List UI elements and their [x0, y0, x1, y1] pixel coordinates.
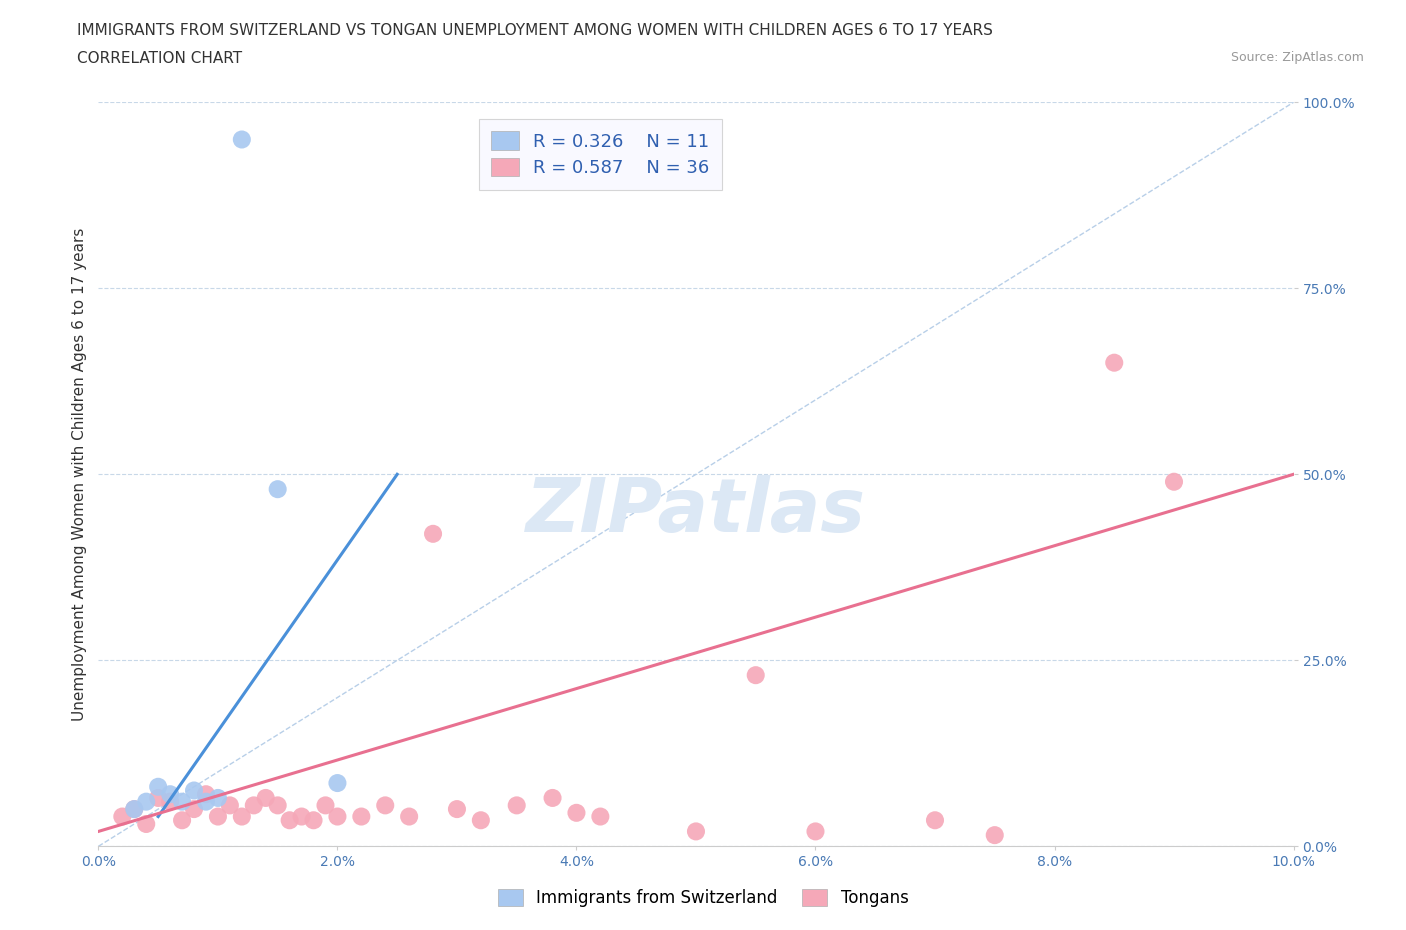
Point — [219, 798, 242, 813]
Point — [207, 790, 229, 805]
Point — [589, 809, 612, 824]
Point — [541, 790, 564, 805]
Text: Source: ZipAtlas.com: Source: ZipAtlas.com — [1230, 51, 1364, 64]
Y-axis label: Unemployment Among Women with Children Ages 6 to 17 years: Unemployment Among Women with Children A… — [72, 228, 87, 721]
Point — [422, 526, 444, 541]
Point — [685, 824, 707, 839]
Point — [231, 809, 253, 824]
Point — [745, 668, 768, 683]
Point — [172, 813, 194, 828]
Point — [183, 802, 205, 817]
Point — [195, 787, 218, 802]
Point — [374, 798, 396, 813]
Point — [291, 809, 314, 824]
Point — [470, 813, 492, 828]
Point — [315, 798, 337, 813]
Point — [207, 809, 229, 824]
Point — [326, 776, 349, 790]
Point — [267, 798, 290, 813]
Point — [278, 813, 301, 828]
Point — [398, 809, 420, 824]
Point — [1163, 474, 1185, 489]
Point — [302, 813, 325, 828]
Point — [1104, 355, 1126, 370]
Text: CORRELATION CHART: CORRELATION CHART — [77, 51, 242, 66]
Point — [350, 809, 373, 824]
Point — [172, 794, 194, 809]
Point — [506, 798, 529, 813]
Point — [254, 790, 277, 805]
Text: ZIPatlas: ZIPatlas — [526, 475, 866, 548]
Text: IMMIGRANTS FROM SWITZERLAND VS TONGAN UNEMPLOYMENT AMONG WOMEN WITH CHILDREN AGE: IMMIGRANTS FROM SWITZERLAND VS TONGAN UN… — [77, 23, 993, 38]
Point — [565, 805, 588, 820]
Point — [984, 828, 1007, 843]
Point — [135, 817, 157, 831]
Point — [148, 779, 170, 794]
Point — [195, 794, 218, 809]
Point — [159, 794, 181, 809]
Point — [159, 787, 181, 802]
Point — [135, 794, 157, 809]
Point — [231, 132, 253, 147]
Point — [804, 824, 827, 839]
Point — [183, 783, 205, 798]
Point — [124, 802, 146, 817]
Point — [148, 790, 170, 805]
Point — [326, 809, 349, 824]
Point — [111, 809, 134, 824]
Point — [243, 798, 266, 813]
Legend: Immigrants from Switzerland, Tongans: Immigrants from Switzerland, Tongans — [488, 879, 918, 917]
Point — [446, 802, 468, 817]
Point — [124, 802, 146, 817]
Point — [267, 482, 290, 497]
Legend: R = 0.326    N = 11, R = 0.587    N = 36: R = 0.326 N = 11, R = 0.587 N = 36 — [479, 119, 721, 190]
Point — [924, 813, 946, 828]
